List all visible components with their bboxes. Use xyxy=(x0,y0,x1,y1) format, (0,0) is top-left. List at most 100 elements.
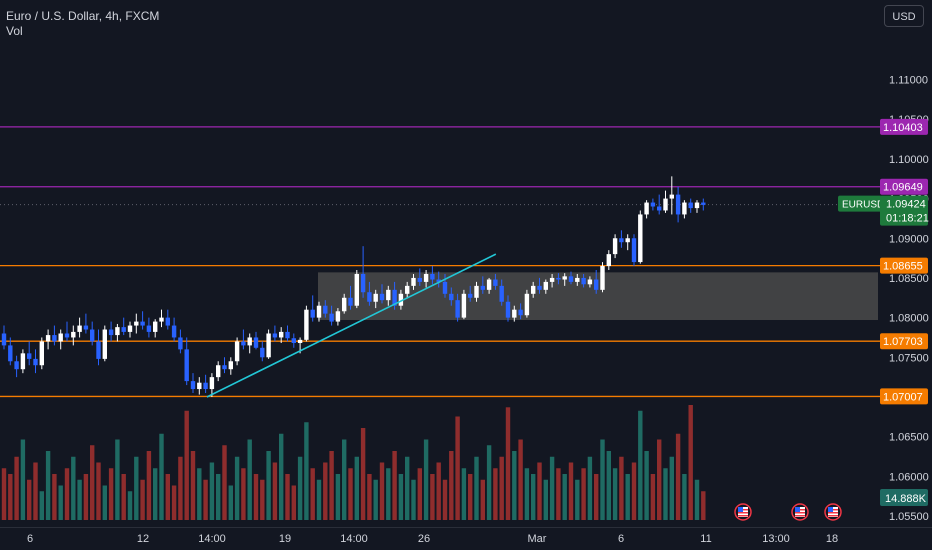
current-price-label: 1.09424 xyxy=(886,199,926,211)
volume-bar xyxy=(575,479,580,520)
volume-bar xyxy=(342,439,347,520)
volume-bar xyxy=(499,456,504,520)
time-tick-label: 18 xyxy=(826,533,838,545)
candle-body xyxy=(260,347,265,358)
volume-bar xyxy=(171,485,177,520)
volume-bar xyxy=(127,491,133,520)
candle-body xyxy=(669,194,674,199)
volume-bar xyxy=(568,462,574,520)
volume-bar xyxy=(455,416,460,520)
level-price-label: 1.07007 xyxy=(883,391,923,403)
candle-body xyxy=(102,329,107,359)
volume-bar xyxy=(367,474,372,520)
us-flag-event-icon[interactable] xyxy=(734,503,752,521)
bar-countdown-label: 01:18:21 xyxy=(886,213,929,225)
time-tick-label: 11 xyxy=(700,533,711,545)
symbol-title[interactable]: Euro / U.S. Dollar, 4h, FXCM xyxy=(6,9,160,23)
volume-bar xyxy=(52,474,57,520)
candle-body xyxy=(291,338,296,344)
flag-stripe xyxy=(795,515,805,517)
level-price-tag[interactable] xyxy=(880,257,928,274)
volume-bar xyxy=(216,474,221,520)
volume-bar xyxy=(612,468,618,520)
volume-bar xyxy=(247,439,252,520)
volume-bar xyxy=(279,433,284,520)
candle-body xyxy=(247,337,252,346)
price-tick-label: 1.06500 xyxy=(889,432,929,444)
price-tick-label: 1.11000 xyxy=(889,75,928,87)
candle-body xyxy=(657,206,662,211)
volume-bar xyxy=(518,439,523,520)
support-trendline[interactable] xyxy=(206,253,497,398)
volume-bar xyxy=(20,439,26,520)
candle-body xyxy=(272,333,278,338)
economic-events[interactable] xyxy=(734,503,842,521)
volume-bar xyxy=(675,433,681,520)
volume-bar xyxy=(688,405,693,520)
candle-body xyxy=(165,317,170,326)
flag-canton xyxy=(828,507,833,512)
candle-body xyxy=(612,238,618,255)
volume-bar xyxy=(253,474,259,520)
volume-bar xyxy=(197,468,202,520)
volume-bar xyxy=(556,468,561,520)
candle-body xyxy=(493,279,498,286)
level-price-tag[interactable] xyxy=(880,178,928,195)
volume-bar xyxy=(108,468,114,520)
current-price-tag xyxy=(880,195,928,226)
candle-body xyxy=(310,309,315,318)
candle-body xyxy=(474,285,479,298)
us-flag-event-icon[interactable] xyxy=(824,503,842,521)
volume-bar xyxy=(291,485,296,520)
candle-body xyxy=(140,321,145,326)
candle-body xyxy=(531,285,536,294)
candle-body xyxy=(90,329,95,342)
candle-body xyxy=(184,349,189,382)
candle-body xyxy=(253,337,259,348)
time-tick-label: Mar xyxy=(528,533,547,545)
volume-bar xyxy=(512,451,517,520)
time-tick-label: 19 xyxy=(279,533,291,545)
volume-bar xyxy=(392,451,397,520)
level-price-tag[interactable] xyxy=(880,388,928,405)
candle-body xyxy=(323,305,328,314)
currency-button[interactable]: USD xyxy=(884,5,924,27)
time-tick-label: 14:00 xyxy=(340,533,368,545)
candle-body xyxy=(417,277,422,282)
price-axis[interactable]: 1.110001.105001.100001.095001.090001.085… xyxy=(838,0,932,528)
level-price-tag[interactable] xyxy=(880,333,928,350)
volume-bar xyxy=(96,462,101,520)
volume-bar xyxy=(562,474,567,520)
candle-body xyxy=(518,309,523,316)
trendline-layer[interactable] xyxy=(206,253,497,398)
candle-body xyxy=(266,333,271,358)
time-tick-label: 6 xyxy=(27,533,33,545)
time-tick-label: 26 xyxy=(418,533,430,545)
volume-bar xyxy=(115,439,120,520)
volume-bar xyxy=(669,456,674,520)
candle-body xyxy=(638,214,643,263)
candle-body xyxy=(64,333,70,338)
volume-bar xyxy=(222,445,227,520)
flag-stripe xyxy=(795,512,805,514)
volume-indicator-label[interactable]: Vol xyxy=(6,24,23,38)
candle-body xyxy=(216,365,221,378)
volume-bar xyxy=(310,468,315,520)
candle-body xyxy=(14,361,19,370)
us-flag-event-icon[interactable] xyxy=(791,503,809,521)
price-tick-label: 1.06000 xyxy=(889,471,929,483)
volume-bar xyxy=(524,468,530,520)
volume-bar xyxy=(619,456,624,520)
time-tick-label: 6 xyxy=(618,533,624,545)
candle-body xyxy=(171,325,177,338)
volume-bar xyxy=(297,456,303,520)
price-tick-label: 1.09000 xyxy=(889,233,929,245)
candle-body xyxy=(45,335,51,342)
volume-bar xyxy=(102,485,107,520)
time-axis[interactable]: 6 12 14:00 19 14:00 26 Mar 6 13:00 11 18 xyxy=(0,527,932,550)
level-price-tag[interactable] xyxy=(880,118,928,135)
volume-bar xyxy=(663,468,668,520)
volume-bar xyxy=(486,445,492,520)
candle-body xyxy=(480,285,485,290)
